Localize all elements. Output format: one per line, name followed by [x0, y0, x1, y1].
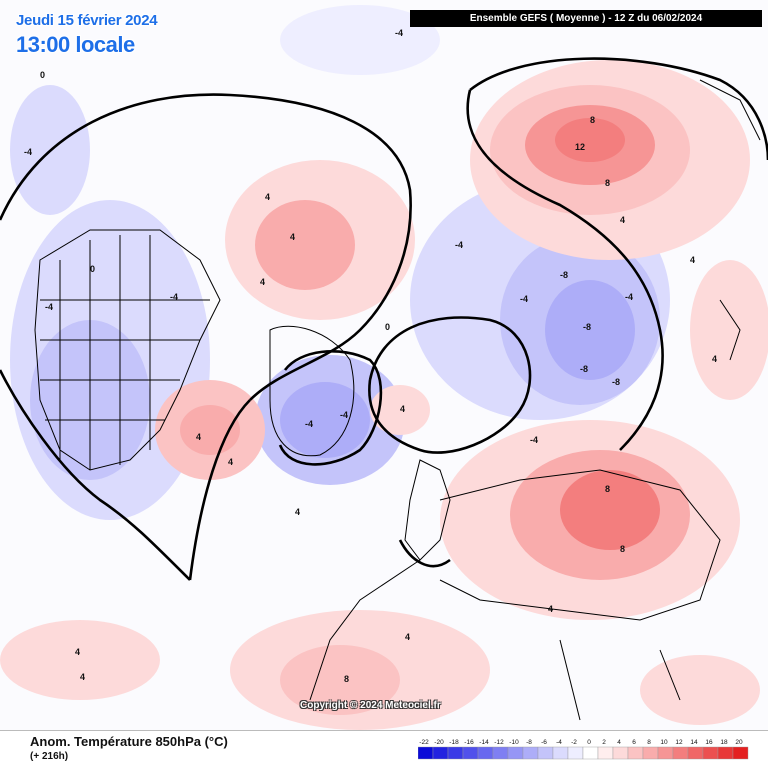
scale-label: 4 — [617, 739, 621, 746]
contour-labels: 0 -4 -4 -4 4 4 4 4 12 8 8 4 -4 -4 -8 -8 … — [24, 28, 717, 684]
contour-label: -4 — [24, 147, 32, 157]
map-area: 0 -4 -4 -4 4 4 4 4 12 8 8 4 -4 -4 -8 -8 … — [0, 5, 768, 730]
model-run-banner: Ensemble GEFS ( Moyenne ) - 12 Z du 06/0… — [410, 10, 762, 27]
scale-swatch — [432, 746, 449, 760]
contour-label: 4 — [228, 457, 233, 467]
warm-anomaly-areas — [0, 60, 768, 730]
scale-label: -2 — [571, 739, 577, 746]
scale-label: 16 — [705, 739, 713, 746]
scale-label: 0 — [587, 739, 591, 746]
contour-label: -8 — [560, 270, 568, 280]
contour-label: 8 — [605, 484, 610, 494]
scale-swatch — [732, 746, 749, 760]
contour-label: -4 — [455, 240, 463, 250]
scale-swatch — [597, 746, 614, 760]
scale-label: -22 — [419, 739, 429, 746]
contour-label: -8 — [612, 377, 620, 387]
variable-title: Anom. Température 850hPa (°C) — [30, 734, 228, 749]
contour-label: -4 — [520, 294, 528, 304]
contour-label: 8 — [620, 544, 625, 554]
scale-swatch — [657, 746, 674, 760]
forecast-local-time: 13:00 locale — [16, 32, 135, 57]
contour-label: -4 — [530, 435, 538, 445]
scale-label: -20 — [434, 739, 444, 746]
contour-label: 4 — [196, 432, 201, 442]
scale-swatch — [567, 746, 584, 760]
scale-swatch — [687, 746, 704, 760]
scale-swatch — [552, 746, 569, 760]
contour-label: -4 — [340, 410, 348, 420]
contour-label: -4 — [170, 292, 178, 302]
scale-swatch — [537, 746, 554, 760]
copyright-notice: Copyright © 2024 Meteociel.fr — [300, 700, 441, 711]
contour-label: 4 — [260, 277, 265, 287]
scale-swatch — [627, 746, 644, 760]
lead-time: (+ 216h) — [30, 751, 69, 762]
scale-swatch — [642, 746, 659, 760]
coastlines — [34, 79, 761, 721]
scale-swatch — [612, 746, 629, 760]
contour-label: 4 — [400, 404, 405, 414]
contour-label: 0 — [40, 70, 45, 80]
contour-label: 4 — [405, 632, 410, 642]
contour-label: -8 — [583, 322, 591, 332]
scale-label: -10 — [509, 739, 519, 746]
scale-swatch — [702, 746, 719, 760]
scale-label: -6 — [541, 739, 547, 746]
scale-label: 8 — [647, 739, 651, 746]
scale-swatch — [492, 746, 509, 760]
anomaly-map: 0 -4 -4 -4 4 4 4 4 12 8 8 4 -4 -4 -8 -8 … — [0, 5, 768, 730]
contour-label: 0 — [385, 322, 390, 332]
scale-label: -8 — [526, 739, 532, 746]
contour-label: -4 — [305, 419, 313, 429]
legend-footer: Anom. Température 850hPa (°C) (+ 216h) -… — [0, 730, 768, 769]
scale-swatch — [462, 746, 479, 760]
scale-swatch — [582, 746, 599, 760]
scale-label: 14 — [690, 739, 698, 746]
contour-label: 4 — [290, 232, 295, 242]
contour-label: 12 — [575, 142, 585, 152]
contour-label: 8 — [605, 178, 610, 188]
color-scale: -22 -20 -18 -16 -14 -12 -10 -8 -6 -4 -2 0 2 4 6 8 10 12 14… — [418, 739, 749, 760]
contour-label: 4 — [620, 215, 625, 225]
contour-label: -4 — [395, 28, 403, 38]
scale-label: -16 — [464, 739, 474, 746]
scale-label: -18 — [449, 739, 459, 746]
scale-label: 12 — [675, 739, 683, 746]
scale-label: -14 — [479, 739, 489, 746]
scale-swatch — [522, 746, 539, 760]
scale-swatch — [672, 746, 689, 760]
contour-label: 4 — [690, 255, 695, 265]
contour-label: 4 — [295, 507, 300, 517]
scale-swatch — [717, 746, 734, 760]
forecast-date: Jeudi 15 février 2024 — [16, 12, 158, 29]
contour-label: 8 — [590, 115, 595, 125]
contour-label: 4 — [712, 354, 717, 364]
scale-label: 10 — [660, 739, 668, 746]
scale-label: -12 — [494, 739, 504, 746]
contour-label: -4 — [45, 302, 53, 312]
scale-swatch — [477, 746, 494, 760]
contour-label: 0 — [90, 264, 95, 274]
contour-label: 4 — [80, 672, 85, 682]
contour-label: 4 — [548, 604, 553, 614]
scale-label: 18 — [720, 739, 728, 746]
scale-swatch — [418, 746, 434, 760]
scale-label: 2 — [602, 739, 606, 746]
contour-label: 4 — [75, 647, 80, 657]
scale-swatch — [507, 746, 524, 760]
contour-label: -4 — [625, 292, 633, 302]
contour-label: 4 — [265, 192, 270, 202]
scale-label: 6 — [632, 739, 636, 746]
contour-label: -8 — [580, 364, 588, 374]
scale-swatch — [447, 746, 464, 760]
scale-label: 20 — [735, 739, 743, 746]
scale-label: -4 — [556, 739, 562, 746]
thick-contours — [0, 57, 768, 581]
contour-label: 8 — [344, 674, 349, 684]
